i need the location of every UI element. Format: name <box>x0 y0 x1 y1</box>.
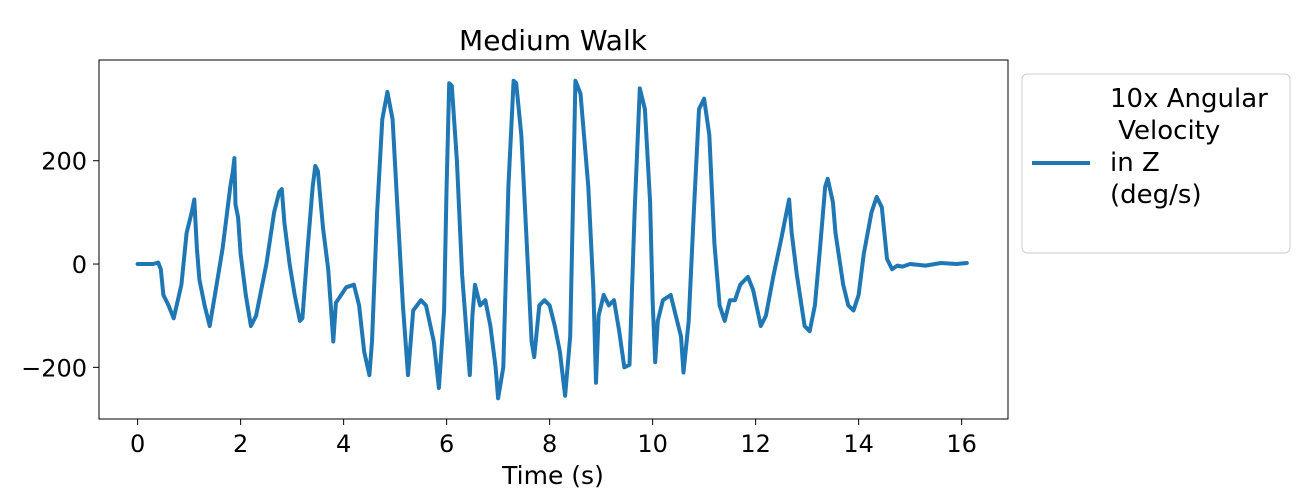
x-axis-label: Time (s) <box>501 461 604 490</box>
x-tick-label: 4 <box>336 430 351 458</box>
x-axis: 0 2 4 6 8 10 12 14 16 <box>130 419 977 458</box>
plot-frame <box>98 59 1009 420</box>
chart-title: Medium Walk <box>459 24 648 57</box>
x-tick-label: 0 <box>130 430 145 458</box>
y-axis: −200 0 200 <box>21 148 99 382</box>
y-tick-label: −200 <box>21 354 87 382</box>
legend-box <box>1021 73 1291 254</box>
legend-label-line-3: in Z <box>1110 148 1160 178</box>
x-tick-label: 16 <box>946 430 977 458</box>
x-tick-label: 14 <box>843 430 874 458</box>
legend-label-line-4: (deg/s) <box>1110 180 1202 210</box>
x-tick-label: 6 <box>439 430 454 458</box>
x-tick-label: 8 <box>542 430 557 458</box>
x-tick-label: 12 <box>740 430 771 458</box>
series-line-0 <box>135 78 969 401</box>
legend: 10x Angular Velocity in Z (deg/s) <box>1021 73 1291 254</box>
data-layer <box>135 78 969 401</box>
plot-area <box>98 59 1009 420</box>
x-tick-label: 2 <box>233 430 248 458</box>
legend-label-line-2: Velocity <box>1110 116 1220 146</box>
y-tick-label: 200 <box>41 148 87 176</box>
x-tick-label: 10 <box>637 430 668 458</box>
y-tick-label: 0 <box>72 251 87 279</box>
legend-label-line-1: 10x Angular <box>1110 84 1268 114</box>
